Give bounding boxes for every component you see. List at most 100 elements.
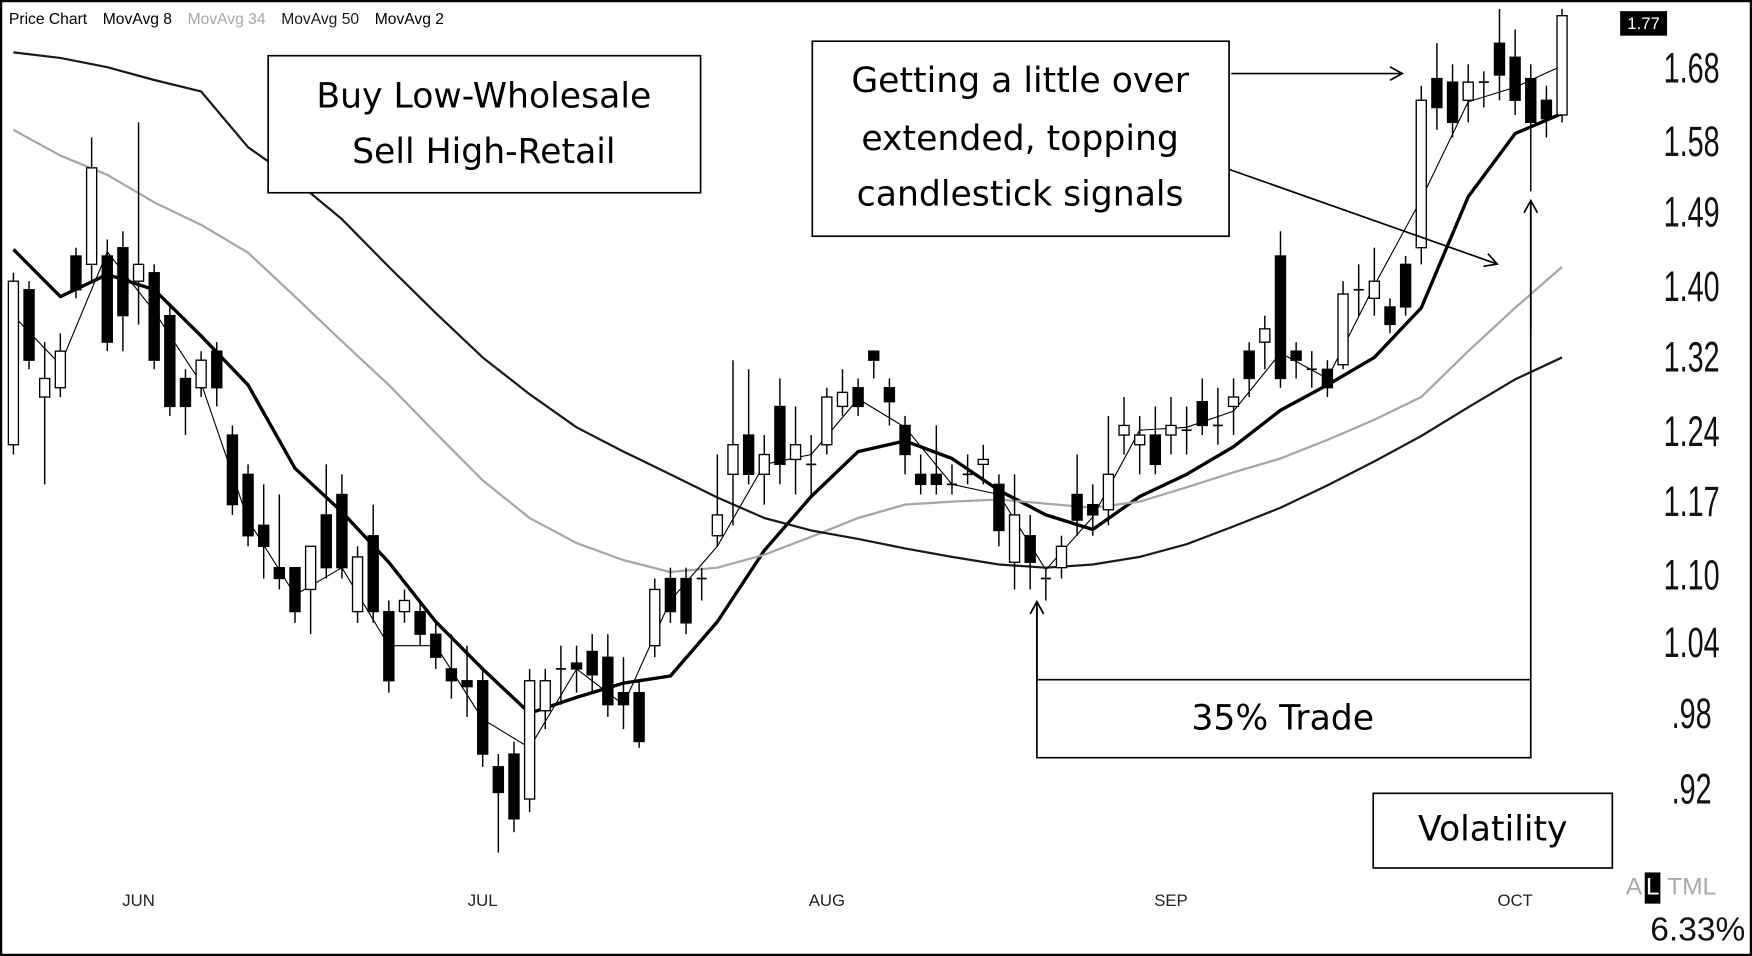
candle-body: [195, 359, 207, 389]
y-tick-label: 1.68: [1664, 44, 1720, 92]
footer-symbol: A: [1626, 874, 1643, 901]
candle-body: [742, 434, 755, 475]
candle-body: [1055, 545, 1068, 569]
legend-entry: MovAvg 8: [103, 11, 172, 28]
candle-body: [367, 535, 379, 613]
moving-average: [12, 128, 1563, 574]
candle-body: [304, 545, 317, 591]
candle-body: [1133, 434, 1146, 446]
candle-body: [1415, 99, 1427, 249]
candle-body: [398, 599, 411, 613]
candle-body: [242, 473, 254, 537]
annotation-volatility: Volatility: [1372, 792, 1614, 869]
y-tick-label: 1.40: [1664, 262, 1720, 310]
candle-body: [1446, 81, 1459, 124]
footer-symbol: L: [1646, 874, 1660, 901]
candle-body: [383, 610, 395, 682]
y-tick-label: 1.58: [1664, 117, 1720, 165]
candle-body: [899, 424, 911, 456]
footer-highlight: [1644, 872, 1661, 904]
trade-bracket: [1036, 206, 1532, 759]
legend-entry: Price Chart: [9, 11, 88, 28]
candle-body: [320, 514, 332, 569]
candle-body: [914, 473, 927, 486]
candle-body: [257, 524, 270, 547]
candle-body: [101, 255, 113, 343]
candle-body: [523, 680, 536, 800]
candle-body: [758, 453, 770, 475]
candle-body: [7, 280, 20, 446]
candle-body: [1274, 255, 1287, 380]
legend-entry: MovAvg 34: [188, 11, 266, 28]
candle-body: [1384, 306, 1396, 326]
candle-body: [774, 405, 786, 466]
candle-body: [1525, 77, 1537, 124]
candle-body: [680, 577, 692, 624]
candle-body: [117, 247, 129, 317]
candle-body: [336, 493, 348, 569]
candle-body: [789, 444, 802, 461]
y-tick-label: 1.04: [1664, 618, 1720, 666]
y-tick-label: 1.24: [1664, 408, 1720, 456]
candle-body: [868, 350, 880, 361]
candle-body: [132, 263, 145, 282]
candle-body: [226, 434, 239, 506]
candle-body: [1008, 514, 1021, 563]
candle-body: [602, 656, 614, 706]
annotation-buy-low: Buy Low-Wholesale Sell High-Retail: [267, 54, 702, 194]
candle-body: [351, 556, 364, 613]
annotation-box: [1372, 792, 1614, 869]
annotation-text: Sell High-Retail: [352, 132, 615, 172]
candle-body: [273, 567, 286, 580]
y-tick-label: 1.49: [1664, 188, 1720, 236]
annotation-box: [811, 40, 1230, 238]
x-tick-label: AUG: [809, 891, 845, 910]
annotation-box: [267, 54, 702, 194]
candle-body: [179, 377, 192, 408]
candle-body: [70, 255, 82, 291]
candle-body: [617, 691, 630, 706]
y-tick-label: .92: [1672, 765, 1712, 813]
candle-body: [664, 577, 677, 613]
candle-body: [852, 387, 864, 408]
x-tick-label: SEP: [1154, 891, 1188, 910]
annotation-text: Buy Low-Wholesale: [316, 77, 651, 117]
candle-body: [164, 314, 176, 408]
candle-body: [586, 650, 598, 676]
y-tick-label: .98: [1672, 689, 1712, 737]
candle-body: [1399, 263, 1412, 308]
annotation-text: extended, topping: [861, 119, 1179, 159]
last-price: 1.77: [1627, 14, 1660, 33]
candle-body: [633, 691, 645, 743]
candle-body: [930, 473, 943, 486]
candle-body: [711, 514, 724, 537]
candle-body: [1227, 396, 1240, 408]
legend-entry: MovAvg 50: [281, 11, 359, 28]
candle-body: [1321, 368, 1334, 389]
last-price-box: [1620, 11, 1668, 36]
x-tick-label: JUN: [122, 891, 155, 910]
candle-body: [1165, 424, 1177, 436]
x-tick-label: OCT: [1497, 891, 1532, 910]
candle-body: [1149, 434, 1162, 466]
candle-body: [23, 289, 35, 361]
annotation-text: Volatility: [1418, 810, 1568, 850]
candle-body: [570, 662, 583, 670]
candle-body: [649, 588, 661, 647]
candle-body: [1290, 350, 1302, 361]
candle-body: [1337, 293, 1349, 366]
candle-body: [883, 387, 896, 403]
candle-body: [148, 272, 160, 361]
y-tick-label: 1.17: [1664, 477, 1720, 525]
plot: 1.68 1.58 1.49 1.40 1.32 1.24 1.17 1.10 1.04 .98.…: [7, 8, 1720, 910]
footer-reading: 6.33%: [1650, 911, 1745, 948]
annotation-overextended: Getting a little over extended, topping …: [811, 40, 1499, 268]
candle-body: [1243, 350, 1255, 380]
candle-body: [1071, 493, 1083, 521]
candle-body: [85, 167, 98, 266]
candle-body: [476, 680, 489, 755]
candle-body: [539, 680, 551, 712]
footer-indicator: TML: [1667, 874, 1716, 901]
